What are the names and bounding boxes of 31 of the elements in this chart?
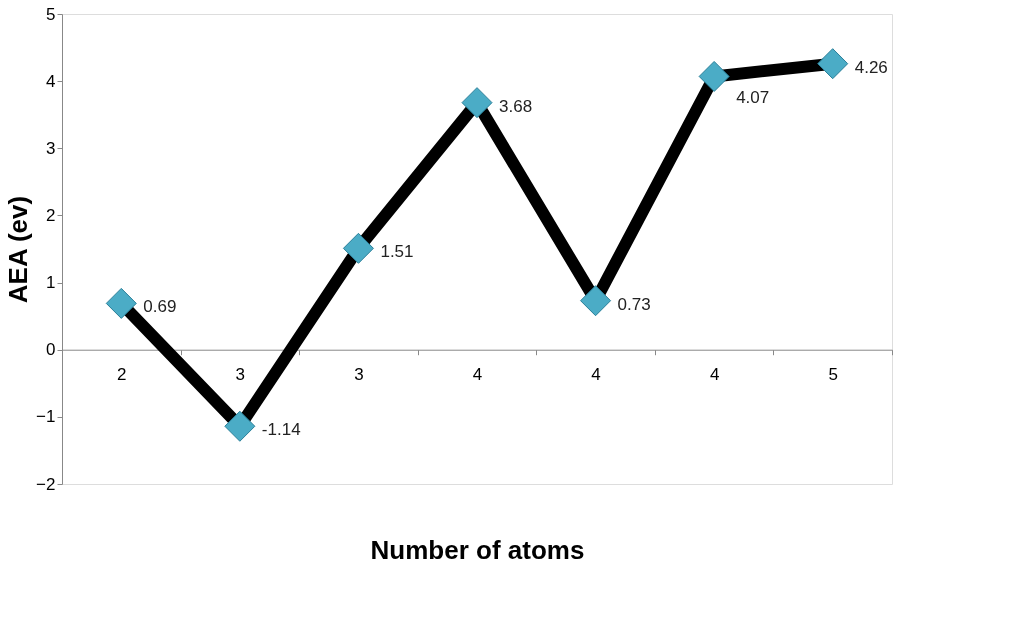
x-axis-title: Number of atoms (370, 534, 585, 565)
y-tick-label: 5 (46, 4, 56, 24)
data-label: 0.73 (617, 294, 651, 314)
x-tick-label: 3 (235, 365, 246, 385)
x-tick-label: 5 (828, 365, 838, 385)
y-tick-label: 0 (46, 340, 56, 360)
x-tick-label: 2 (117, 365, 127, 385)
data-label: 4.07 (736, 88, 770, 108)
y-axis-title: AEA (ev) (3, 195, 34, 304)
data-label: 0.69 (143, 297, 177, 317)
y-tick-label: 3 (46, 138, 56, 158)
point (817, 48, 849, 80)
point (342, 232, 374, 264)
point (698, 60, 730, 92)
point (461, 87, 493, 119)
x-tick-label: 4 (709, 365, 720, 385)
x-tick-label: 4 (591, 365, 601, 385)
data-label: 4.26 (854, 57, 888, 77)
data-label: -1.14 (261, 420, 301, 440)
y-tick-label: 1 (46, 273, 56, 293)
y-tick-label: −2 (36, 474, 56, 494)
data-label: 1.51 (380, 242, 414, 262)
point (580, 285, 612, 317)
y-tick-label: 4 (46, 71, 56, 91)
x-tick-label: 4 (472, 365, 483, 385)
point (224, 410, 256, 442)
point (105, 287, 137, 319)
x-tick-label: 3 (354, 365, 364, 385)
y-tick-label: 2 (46, 205, 56, 225)
data-label: 3.68 (499, 96, 533, 116)
y-tick-label: −1 (36, 407, 56, 427)
